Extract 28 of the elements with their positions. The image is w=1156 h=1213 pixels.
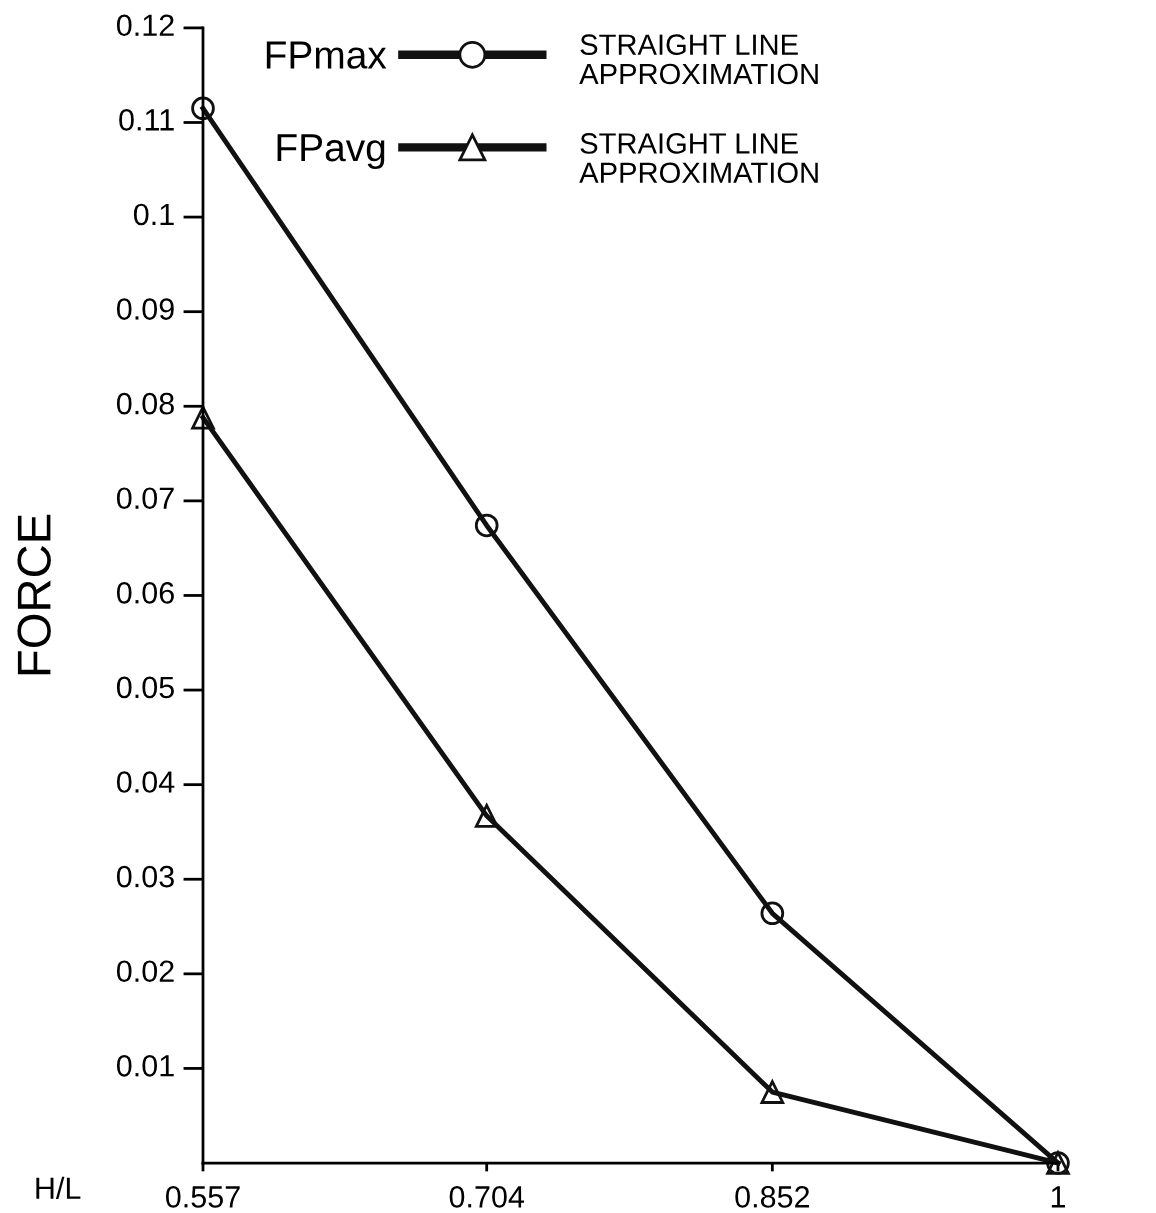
y-tick-label: 0.09: [116, 298, 174, 320]
annotation: STRAIGHT LINE APPROXIMATION: [579, 133, 818, 184]
y-tick-label: 0.11: [119, 109, 174, 131]
point: [760, 901, 785, 926]
y-axis-title: FORCE: [17, 514, 51, 675]
y-tick-label: 0.01: [116, 1055, 174, 1077]
point: [474, 513, 499, 538]
y-tick-label: 0.08: [116, 392, 174, 415]
x-tick-label: 0.852: [735, 1186, 810, 1208]
y-tick-label: 0.02: [116, 960, 174, 983]
point: [474, 804, 499, 828]
y-tick-label: 0.07: [116, 487, 174, 510]
legend-label: FPavg: [277, 134, 385, 170]
y-tick-label: 0.12: [116, 14, 174, 37]
x-axis-title: H/L: [36, 1176, 81, 1200]
point: [191, 96, 215, 121]
y-tick-label: 0.06: [116, 582, 174, 604]
y-tick-label: 0.03: [116, 865, 174, 888]
point: [760, 1080, 785, 1104]
y-tick-label: 0.04: [116, 771, 175, 793]
y-tick-label: 0.05: [116, 676, 174, 699]
point: [191, 405, 215, 430]
legend-label: FPmax: [266, 41, 387, 69]
x-tick-label: 0.557: [165, 1186, 240, 1208]
y-tick-label: 0.1: [133, 203, 174, 226]
x-tick-label: 0.704: [449, 1186, 525, 1208]
annotation: STRAIGHT LINE APPROXIMATION: [579, 34, 818, 85]
x-tick-label: 1: [1051, 1186, 1065, 1208]
